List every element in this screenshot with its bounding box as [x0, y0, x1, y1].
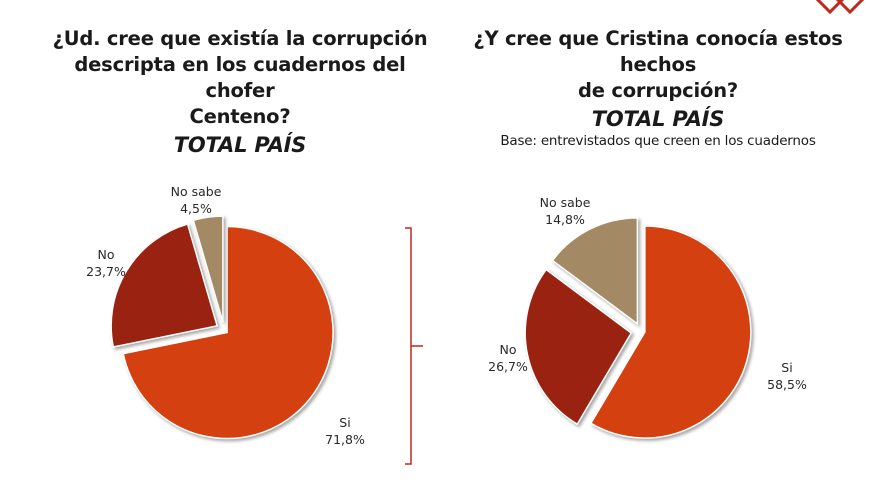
slice-label: Si [781, 360, 792, 375]
slice-label: No [98, 247, 115, 262]
chart-title-left: ¿Ud. cree que existía la corrupción desc… [40, 26, 440, 158]
pie-slice-no [110, 223, 219, 348]
pie-slice-no-sabe [192, 215, 224, 323]
pie-slice-no-sabe [551, 217, 639, 326]
slice-label: No [500, 342, 517, 357]
slice-label: Si [339, 415, 350, 430]
title-line: descripta en los cuadernos del chofer [74, 53, 406, 102]
title-line: ¿Y cree que Cristina conocía estos hecho… [473, 27, 843, 76]
title-line: de corrupción? [577, 79, 739, 102]
title-line: ¿Ud. cree que existía la corrupción [52, 27, 428, 50]
pie-chart-left: Si 71,8% No 23,7% No sabe 4,5% [86, 184, 365, 447]
brand-logo-icon [815, 0, 865, 15]
pie-slice-no [524, 268, 633, 426]
title-line: Centeno? [189, 105, 291, 128]
base-note: Base: entrevistados que creen en los cua… [500, 133, 816, 149]
slice-value-label: 71,8% [325, 432, 365, 447]
subtitle-total: TOTAL PAÍS [173, 133, 307, 157]
chart-title-right: ¿Y cree que Cristina conocía estos hecho… [448, 26, 868, 152]
subtitle-total: TOTAL PAÍS [591, 107, 725, 131]
slice-value-label: 26,7% [488, 359, 528, 374]
slice-value-label: 14,8% [545, 212, 585, 227]
slice-label: No sabe [171, 184, 222, 199]
pie-slice-si [122, 225, 334, 440]
slice-value-label: 23,7% [86, 264, 126, 279]
bracket-connector [405, 227, 423, 465]
slice-value-label: 58,5% [767, 377, 807, 392]
slice-label: No sabe [540, 195, 591, 210]
slice-value-label: 4,5% [180, 201, 212, 216]
pie-slice-si [589, 225, 752, 439]
